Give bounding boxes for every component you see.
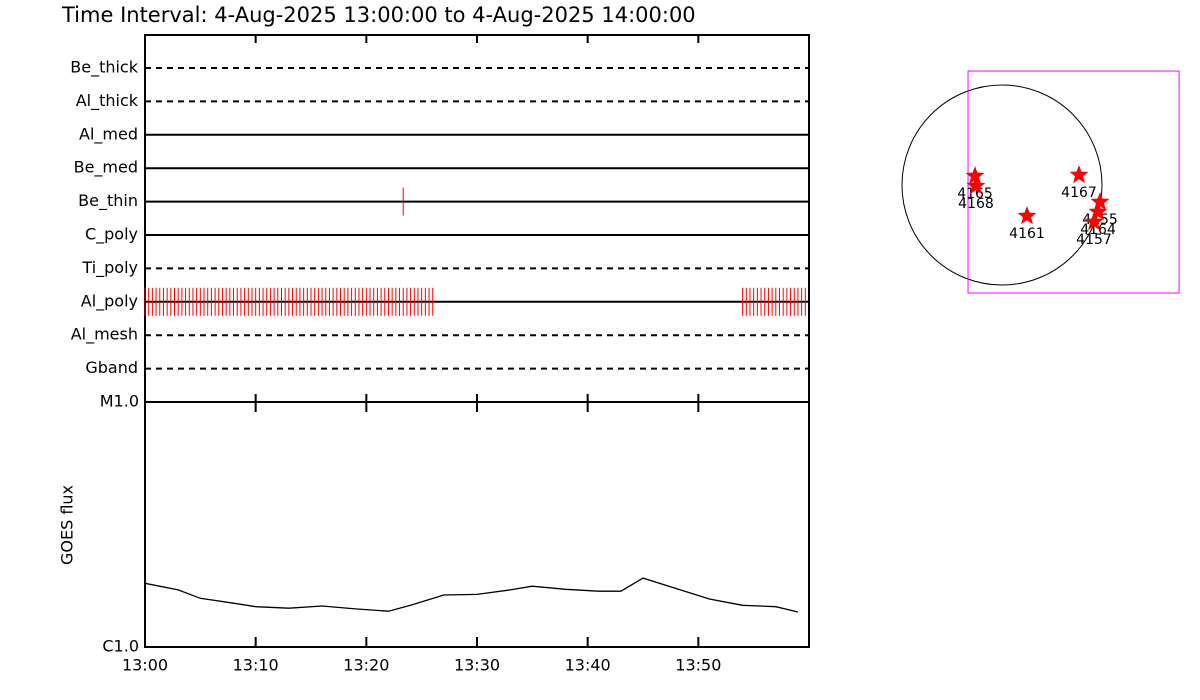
y-tick-label: M1.0	[100, 392, 139, 411]
filter-label: Be_med	[74, 158, 138, 178]
region-star	[1090, 192, 1110, 211]
y-axis-label: GOES flux	[58, 485, 77, 565]
filter-label: Al_mesh	[71, 325, 138, 345]
region-label: 4168	[958, 196, 994, 212]
filter-label: C_poly	[85, 225, 138, 245]
region-label: 4167	[1061, 185, 1097, 201]
field-of-view	[967, 70, 1180, 294]
region-star	[1084, 212, 1104, 231]
region-star	[1088, 202, 1108, 221]
solar-limb	[901, 84, 1103, 286]
region-star	[965, 166, 985, 185]
filter-label: Gband	[85, 358, 138, 377]
goes-frame	[144, 401, 810, 648]
filter-label: Be_thick	[70, 58, 138, 78]
title: Time Interval: 4-Aug-2025 13:00:00 to 4-…	[61, 3, 696, 27]
y-tick-label: C1.0	[102, 637, 139, 656]
region-star	[966, 176, 986, 195]
filter-label: Al_poly	[81, 291, 138, 311]
region-label: 4161	[1009, 226, 1045, 242]
x-tick-label: 13:30	[454, 656, 500, 675]
timeline-frame	[144, 34, 810, 403]
x-tick-label: 13:10	[233, 656, 279, 675]
filter-label: Al_med	[79, 124, 138, 144]
region-star	[1069, 165, 1089, 184]
goes-curve	[144, 577, 799, 613]
x-tick-label: 13:40	[565, 656, 611, 675]
x-tick-label: 13:20	[343, 656, 389, 675]
filter-label: Al_thick	[76, 91, 139, 111]
region-label: 4165	[957, 186, 993, 202]
x-tick-label: 13:50	[675, 656, 721, 675]
filter-label: Be_thin	[78, 191, 138, 211]
region-star	[1017, 206, 1037, 225]
region-label: 4157	[1076, 232, 1112, 248]
filter-label: Ti_poly	[81, 258, 138, 278]
region-label: 4164	[1080, 222, 1116, 238]
x-tick-label: 13:00	[122, 656, 168, 675]
